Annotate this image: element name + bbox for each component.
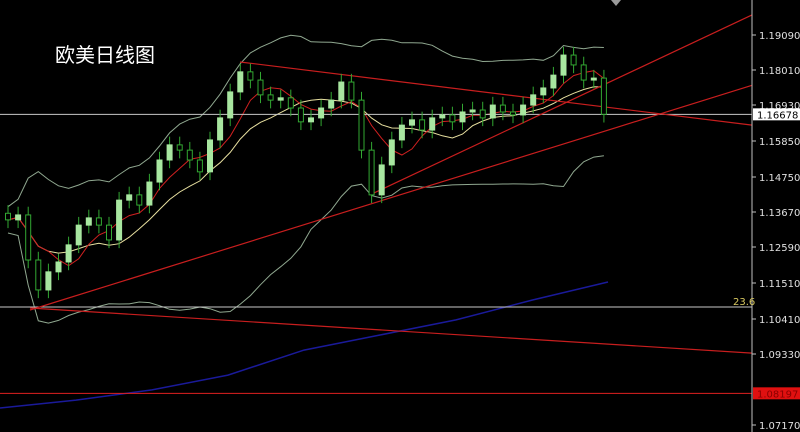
candle-body: [257, 79, 264, 96]
chart-title: 欧美日线图: [55, 43, 155, 67]
candle-body: [15, 214, 22, 221]
candle-body: [388, 139, 395, 166]
long-moving-average: [0, 281, 609, 409]
candle-body: [398, 124, 405, 141]
candle-body: [297, 107, 304, 123]
candle-body: [469, 109, 476, 113]
y-tick-label: 1.09330: [759, 350, 800, 361]
candle-body: [590, 77, 597, 81]
y-tick-label: 1.15850: [759, 137, 800, 148]
candle-body: [106, 224, 112, 241]
candle-body: [166, 144, 173, 161]
candle-body: [409, 119, 415, 126]
candle-body: [126, 194, 133, 201]
candle-body: [247, 71, 254, 81]
candle-body: [116, 199, 123, 241]
y-tick-label: 1.12590: [759, 243, 800, 254]
y-tick-label: 1.11510: [759, 279, 800, 290]
current-price-badge: [753, 108, 800, 121]
candle-body: [227, 91, 234, 119]
y-tick-label: 1.13670: [759, 208, 800, 219]
candle-body: [237, 71, 244, 93]
candle-body: [348, 81, 355, 101]
candle-body: [479, 109, 486, 119]
candle-body: [267, 94, 274, 101]
candle-body: [176, 144, 183, 151]
candle-body: [419, 119, 426, 131]
bollinger-lower: [7, 155, 604, 324]
support-price-label: 1.08197: [757, 389, 798, 400]
candle-body: [95, 217, 102, 226]
candle-body: [570, 54, 577, 66]
y-tick-label: 1.18010: [759, 66, 800, 77]
candle-body: [449, 114, 456, 123]
candle-body: [55, 261, 62, 273]
candle-body: [378, 164, 385, 196]
candle-body: [75, 224, 82, 246]
candle-body: [186, 149, 193, 161]
candle-body: [136, 194, 143, 206]
candle-body: [459, 111, 466, 123]
trendline: [29, 84, 753, 311]
y-tick-label: 1.14750: [759, 173, 800, 184]
candle-body: [25, 214, 32, 261]
candle-body: [368, 149, 375, 196]
candle-body: [156, 159, 163, 183]
y-tick-label: 1.10410: [759, 315, 800, 326]
candle-body: [196, 159, 203, 173]
trendline: [239, 61, 753, 126]
y-tick-label: 1.16930: [759, 101, 800, 112]
scroll-marker-icon[interactable]: [611, 0, 621, 6]
candle-body: [338, 81, 345, 101]
candle-body: [328, 99, 335, 109]
candle-body: [429, 117, 436, 131]
y-tick-label: 1.07170: [759, 421, 800, 432]
bollinger-upper: [7, 34, 604, 208]
candle-body: [207, 139, 213, 173]
moving-average-5: [7, 70, 605, 267]
candle-body: [35, 259, 42, 291]
candle-body: [287, 97, 294, 109]
candle-body: [358, 99, 365, 151]
candle-body: [217, 117, 224, 141]
candle-body: [146, 181, 153, 206]
candle-body: [45, 271, 52, 291]
candle-body: [520, 104, 527, 116]
candle-body: [277, 97, 284, 101]
candle-body: [510, 111, 516, 116]
candle-body: [65, 244, 72, 263]
trendline: [29, 307, 753, 354]
candle-body: [600, 77, 607, 115]
trendline: [369, 14, 753, 196]
candle-body: [85, 217, 92, 226]
current-price-label: 1.16678: [757, 110, 798, 121]
candle-body: [489, 104, 496, 119]
candle-body: [499, 104, 506, 113]
moving-average-10: [7, 86, 604, 254]
fib-level-label: 23.6: [733, 297, 755, 308]
candle-body: [550, 74, 557, 89]
candle-body: [308, 117, 314, 123]
candle-body: [530, 94, 537, 106]
candle-body: [580, 64, 587, 81]
y-tick-label: 1.19090: [759, 31, 800, 42]
candle-body: [318, 107, 325, 119]
candle-body: [439, 114, 446, 119]
candle-body: [540, 87, 547, 96]
candle-body: [5, 212, 11, 221]
support-price-badge: [753, 387, 800, 400]
candle-body: [560, 54, 567, 76]
